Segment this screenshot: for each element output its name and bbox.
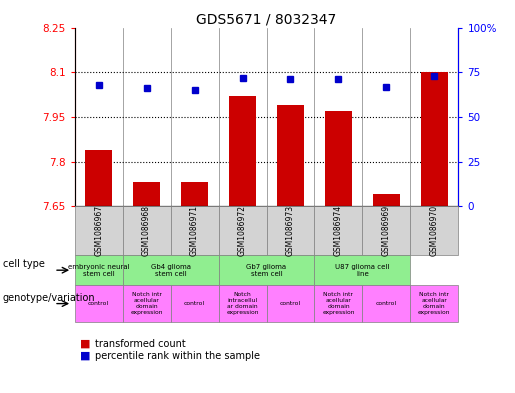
Text: GSM1086970: GSM1086970: [430, 205, 439, 257]
Bar: [421, 72, 448, 206]
Text: U87 glioma cell
line: U87 glioma cell line: [335, 264, 390, 277]
Text: control: control: [280, 301, 301, 306]
Bar: [85, 150, 112, 206]
Text: GSM1086974: GSM1086974: [334, 205, 343, 257]
Bar: [229, 96, 256, 206]
Bar: [325, 111, 352, 206]
Text: GSM1086967: GSM1086967: [94, 205, 103, 257]
Text: transformed count: transformed count: [95, 339, 186, 349]
Text: ■: ■: [80, 351, 90, 361]
Text: GSM1086973: GSM1086973: [286, 205, 295, 257]
Text: Notch intr
acellular
domain
expression: Notch intr acellular domain expression: [130, 292, 163, 315]
Text: embryonic neural
stem cell: embryonic neural stem cell: [68, 264, 129, 277]
Bar: [181, 182, 208, 206]
Text: Notch intr
acellular
domain
expression: Notch intr acellular domain expression: [418, 292, 451, 315]
Title: GDS5671 / 8032347: GDS5671 / 8032347: [196, 12, 337, 26]
Text: Gb7 glioma
stem cell: Gb7 glioma stem cell: [247, 264, 286, 277]
Text: control: control: [88, 301, 109, 306]
Text: percentile rank within the sample: percentile rank within the sample: [95, 351, 260, 361]
Text: GSM1086969: GSM1086969: [382, 205, 391, 257]
Text: control: control: [376, 301, 397, 306]
Bar: [277, 105, 304, 206]
Text: Notch
intracellul
ar domain
expression: Notch intracellul ar domain expression: [226, 292, 259, 315]
Text: genotype/variation: genotype/variation: [3, 293, 95, 303]
Bar: [133, 182, 160, 206]
Text: GSM1086968: GSM1086968: [142, 206, 151, 256]
Text: control: control: [184, 301, 205, 306]
Text: cell type: cell type: [3, 259, 44, 269]
Text: GSM1086971: GSM1086971: [190, 206, 199, 256]
Bar: [373, 195, 400, 206]
Text: GSM1086972: GSM1086972: [238, 206, 247, 256]
Text: ■: ■: [80, 339, 90, 349]
Text: Notch intr
acellular
domain
expression: Notch intr acellular domain expression: [322, 292, 355, 315]
Text: Gb4 glioma
stem cell: Gb4 glioma stem cell: [150, 264, 191, 277]
